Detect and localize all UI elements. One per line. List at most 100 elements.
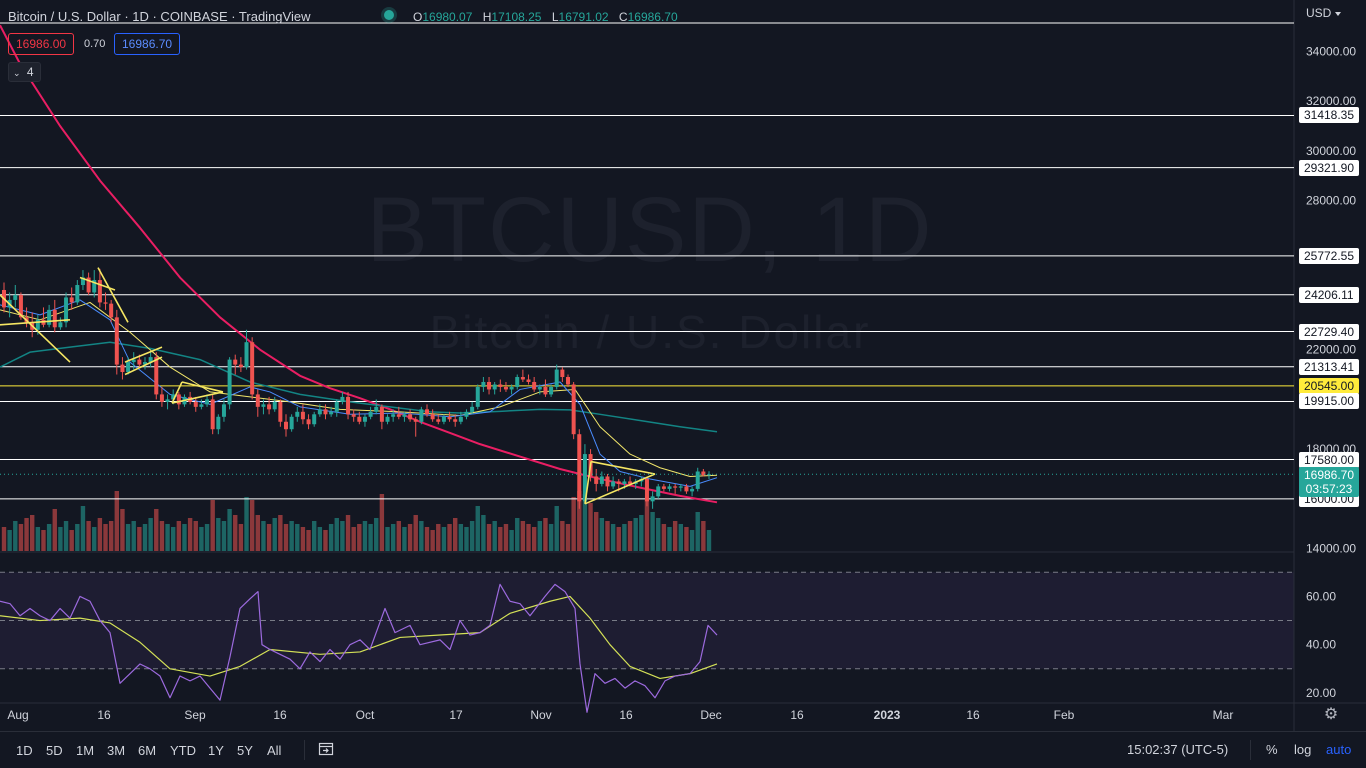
volume-bar bbox=[261, 521, 266, 551]
trendline-drawing bbox=[590, 460, 656, 475]
time-axis-tick: 17 bbox=[449, 708, 463, 722]
description-watermark: Bitcoin / U.S. Dollar bbox=[429, 306, 871, 358]
volume-bar bbox=[182, 524, 187, 551]
time-axis-tick: Feb bbox=[1054, 708, 1075, 722]
volume-bar bbox=[312, 521, 317, 551]
indicators-toggle[interactable]: ⌄ 4 bbox=[8, 62, 41, 82]
low-value: 16791.02 bbox=[558, 10, 609, 24]
volume-bar bbox=[447, 524, 452, 551]
volume-bar bbox=[92, 527, 97, 551]
price-level-tag: 24206.11 bbox=[1299, 286, 1359, 303]
range-1m-button[interactable]: 1M bbox=[76, 743, 95, 758]
candle-body bbox=[475, 386, 480, 407]
candle-body bbox=[80, 277, 85, 286]
range-ytd-button[interactable]: YTD bbox=[170, 743, 196, 758]
candle-body bbox=[126, 362, 131, 373]
volume-bar bbox=[193, 521, 198, 551]
candle-body bbox=[154, 357, 159, 395]
trendline-drawing bbox=[181, 381, 224, 393]
current-price-value: 16986.70 bbox=[1303, 468, 1355, 483]
volume-bar bbox=[537, 521, 542, 551]
symbol-title[interactable]: Bitcoin / U.S. Dollar · 1D · COINBASE · … bbox=[8, 9, 311, 24]
price-axis-tick: 34000.00 bbox=[1306, 44, 1356, 58]
time-axis-tick: 16 bbox=[966, 708, 980, 722]
log-toggle[interactable]: log bbox=[1294, 742, 1312, 757]
volume-bar bbox=[334, 518, 339, 551]
candle-body bbox=[413, 419, 418, 422]
range-5d-button[interactable]: 5D bbox=[46, 743, 63, 758]
range-1y-button[interactable]: 1Y bbox=[208, 743, 224, 758]
candle-body bbox=[667, 486, 672, 489]
buy-button[interactable]: 16986.70 bbox=[114, 33, 181, 55]
price-level-tag: 29321.90 bbox=[1299, 159, 1359, 176]
candle-body bbox=[447, 416, 452, 420]
auto-toggle[interactable]: auto bbox=[1326, 742, 1352, 757]
volume-bar bbox=[171, 527, 176, 551]
candle-body bbox=[171, 394, 176, 400]
range-6m-button[interactable]: 6M bbox=[138, 743, 157, 758]
candle-body bbox=[295, 411, 300, 417]
candle-body bbox=[137, 359, 142, 365]
candle-body bbox=[492, 384, 497, 390]
volume-bar bbox=[52, 509, 57, 551]
range-all-button[interactable]: All bbox=[267, 743, 282, 758]
sell-button[interactable]: 16986.00 bbox=[8, 33, 75, 55]
ma50-line bbox=[0, 341, 718, 433]
candle-body bbox=[261, 404, 266, 407]
volume-bar bbox=[515, 518, 520, 551]
volume-bar bbox=[594, 512, 599, 551]
gear-icon[interactable]: ⚙ bbox=[1323, 706, 1339, 723]
volume-bar bbox=[216, 518, 221, 551]
rsi-ma-line bbox=[0, 595, 718, 680]
volume-bar bbox=[560, 521, 565, 551]
volume-bar bbox=[13, 521, 18, 551]
candle-body bbox=[379, 406, 384, 422]
candle-body bbox=[526, 379, 531, 382]
volume-bar bbox=[667, 527, 672, 551]
candle-body bbox=[701, 471, 706, 476]
price-level-tag: 22729.40 bbox=[1299, 323, 1359, 340]
volume-bar bbox=[492, 521, 497, 551]
chevron-down-icon: ⌄ bbox=[13, 68, 21, 78]
trendline-drawing bbox=[0, 294, 71, 363]
candle-body bbox=[425, 409, 429, 415]
candle-body bbox=[566, 377, 570, 385]
range-5y-button[interactable]: 5Y bbox=[237, 743, 253, 758]
volume-bar bbox=[469, 521, 475, 551]
volume-bar bbox=[498, 527, 503, 551]
range-3m-button[interactable]: 3M bbox=[107, 743, 126, 758]
volume-bar bbox=[633, 518, 638, 551]
volume-bar bbox=[1, 527, 7, 551]
go-to-date-icon[interactable] bbox=[318, 741, 334, 757]
candle-body bbox=[408, 414, 413, 420]
time-axis-tick: Sep bbox=[184, 708, 206, 722]
volume-bar bbox=[419, 521, 424, 551]
volume-bar bbox=[114, 491, 119, 551]
clock-timezone[interactable]: 15:02:37 (UTC-5) bbox=[1127, 742, 1229, 757]
range-1d-button[interactable]: 1D bbox=[16, 743, 33, 758]
volume-bar bbox=[577, 491, 582, 551]
candle-body bbox=[47, 309, 52, 325]
candle-body bbox=[165, 399, 170, 402]
candle-body bbox=[97, 280, 102, 303]
volume-bar bbox=[255, 515, 260, 551]
candle-body bbox=[312, 414, 317, 425]
volume-bar bbox=[148, 518, 153, 551]
candle-body bbox=[216, 416, 221, 430]
high-label: H bbox=[482, 10, 492, 24]
currency-select[interactable]: USD bbox=[1306, 6, 1341, 20]
volume-bar bbox=[323, 530, 328, 551]
volume-bar bbox=[80, 506, 86, 551]
volume-bar bbox=[656, 518, 661, 551]
volume-bar bbox=[58, 527, 63, 551]
candle-body bbox=[351, 414, 356, 417]
candle-body bbox=[470, 406, 475, 412]
volume-bar bbox=[233, 515, 238, 551]
chart-canvas[interactable]: 34000.00 32000.00 30000.00 28000.00 22000.00… bbox=[0, 0, 1366, 731]
candle-body bbox=[374, 406, 379, 412]
volume-bar bbox=[689, 530, 695, 551]
candle-body bbox=[346, 396, 351, 415]
volume-bar bbox=[486, 524, 492, 551]
percent-toggle[interactable]: % bbox=[1266, 742, 1278, 757]
candle-body bbox=[605, 476, 610, 487]
